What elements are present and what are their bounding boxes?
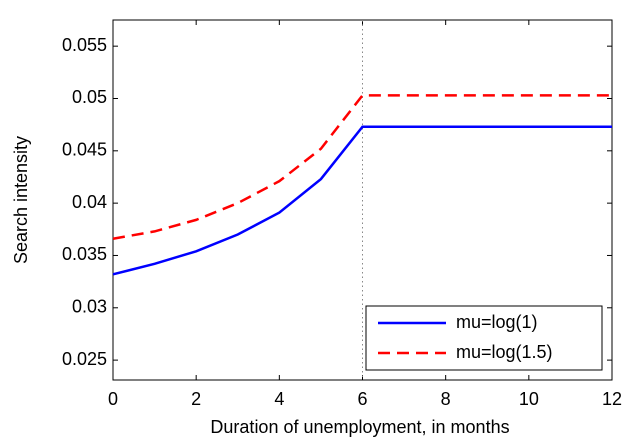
x-tick-label: 6: [357, 389, 367, 409]
y-tick-label: 0.04: [72, 192, 107, 212]
y-tick-label: 0.025: [62, 349, 107, 369]
x-tick-label: 2: [191, 389, 201, 409]
x-tick-label: 10: [519, 389, 539, 409]
x-tick-label: 8: [441, 389, 451, 409]
y-tick-label: 0.055: [62, 35, 107, 55]
x-axis-label: Duration of unemployment, in months: [210, 417, 509, 437]
x-tick-label: 4: [274, 389, 284, 409]
x-tick-label: 0: [108, 389, 118, 409]
x-tick-label: 12: [602, 389, 622, 409]
line-series: [112, 125, 612, 276]
y-tick-label: 0.05: [72, 87, 107, 107]
line-series: [112, 94, 612, 240]
legend-box: [365, 305, 603, 371]
y-tick-label: 0.045: [62, 140, 107, 160]
y-tick-label: 0.03: [72, 297, 107, 317]
legend-label: mu=log(1): [456, 312, 538, 332]
y-axis-label: Search intensity: [11, 136, 31, 264]
legend: mu=log(1) mu=log(1.5): [365, 305, 603, 371]
y-tick-label: 0.035: [62, 244, 107, 264]
legend-label: mu=log(1.5): [456, 342, 553, 362]
